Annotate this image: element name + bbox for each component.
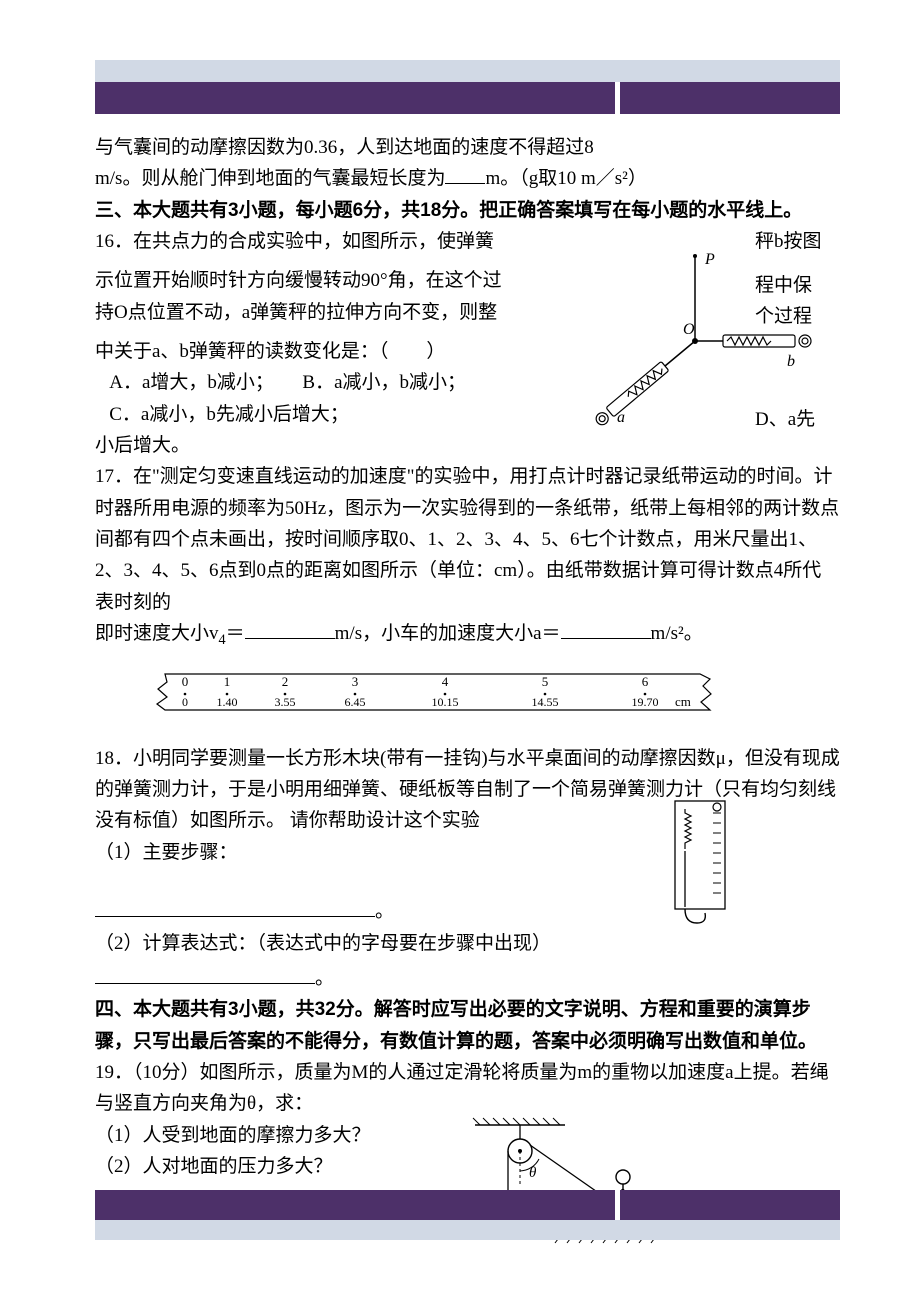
footer-band-split xyxy=(615,1190,620,1220)
q19: 19．（10分）如图所示，质量为M的人通过定滑轮将质量为m的重物以加速度a上提。… xyxy=(95,1057,840,1182)
blank-expr xyxy=(95,965,315,984)
header-band-split xyxy=(615,82,620,114)
q17-p2-u2: m/s²。 xyxy=(651,623,703,644)
tape-top-label: 2 xyxy=(282,674,289,689)
blank-steps xyxy=(95,898,375,917)
tape-top-label: 0 xyxy=(182,674,189,689)
q16-l1-left: 16．在共点力的合成实验中，如图所示，使弹簧 xyxy=(95,226,535,257)
q16-optA: A．a增大，b减小； xyxy=(109,372,274,393)
intro-line2-pre: m/s。则从舱门伸到地面的气囊最短长度为 xyxy=(95,168,445,189)
tape-top-label: 5 xyxy=(542,674,549,689)
tape-bot-label: 0 xyxy=(182,695,188,709)
q18-spring-scale-figure xyxy=(655,799,745,929)
q16-optC: C．a减小，b先减小后增大； xyxy=(109,404,349,425)
tape-bot-label: 14.55 xyxy=(532,695,559,709)
q16-optB: B．a减小，b减小； xyxy=(302,372,466,393)
q16-label-a: a xyxy=(617,409,625,426)
section4-heading: 四、本大题共有3小题，共32分。解答时应写出必要的文字说明、方程和重要的演算步骤… xyxy=(95,994,840,1057)
q16-options-row1: A．a增大，b减小； B．a减小，b减小； xyxy=(95,367,535,398)
q16-l2-left: 示位置开始顺时针方向缓慢转动90°角，在这个过 xyxy=(95,265,535,296)
tape-bot-label: 10.15 xyxy=(432,695,459,709)
q17-p2-u1: m/s，小车的加速度大小a＝ xyxy=(335,623,561,644)
intro-line2: m/s。则从舱门伸到地面的气囊最短长度为 m。（g取10 m／s²） xyxy=(95,163,840,194)
blank-airbag-length xyxy=(445,165,485,184)
intro-line2-post: m。（g取10 m／s²） xyxy=(485,168,646,189)
footer-band xyxy=(95,1190,840,1240)
tape-top-label: 4 xyxy=(442,674,449,689)
tape-bot-label: 3.55 xyxy=(275,695,296,709)
blank-a xyxy=(561,620,651,639)
q17-p1: 17．在"测定匀变速直线运动的加速度"的实验中，用打点计时器记录纸带运动的时间。… xyxy=(95,461,840,618)
tape-bot-label: 19.70 xyxy=(632,695,659,709)
q16-options-row2: C．a减小，b先减小后增大； xyxy=(95,399,535,430)
q16-label-P: P xyxy=(704,251,715,268)
footer-band-light xyxy=(95,1220,840,1240)
tape-top-label: 3 xyxy=(352,674,359,689)
q18-s2-end: 。 xyxy=(315,968,334,989)
tape-bot-label: 1.40 xyxy=(217,695,238,709)
page-content: 与气囊间的动摩擦因数为0.36，人到达地面的速度不得超过8 m/s。则从舱门伸到… xyxy=(95,132,840,1182)
blank-v4 xyxy=(245,620,335,639)
q17-p2-eq: ＝ xyxy=(226,623,245,644)
q17-p2: 即时速度大小v4＝ m/s，小车的加速度大小a＝ m/s²。 xyxy=(95,618,840,652)
q18-s2-blank: 。 xyxy=(95,959,840,994)
header-band-dark xyxy=(95,82,840,114)
section3-heading: 三、本大题共有3小题，每小题6分，共18分。把正确答案填写在每小题的水平线上。 xyxy=(95,195,840,226)
tape-top-label: 1 xyxy=(224,674,231,689)
q18: 18．小明同学要测量一长方形木块(带有一挂钩)与水平桌面间的动摩擦因数μ，但没有… xyxy=(95,743,840,994)
q17-tape-figure: 0 0 1 1.40 2 3.55 3 6.45 4 10.15 5 14.55 6 19.70 cm xyxy=(155,664,715,720)
q19-theta-label: θ xyxy=(529,1165,537,1181)
tape-top-label: 6 xyxy=(642,674,649,689)
q16-label-O: O xyxy=(683,321,695,338)
q16: 16．在共点力的合成实验中，如图所示，使弹簧 示位置开始顺时针方向缓慢转动90°… xyxy=(95,226,840,461)
q16-l4: 中关于a、b弹簧秤的读数变化是：（ ） xyxy=(95,336,535,367)
q16-l7: 小后增大。 xyxy=(95,430,840,461)
q16-l3-left: 持O点位置不动，a弹簧秤的拉伸方向不变，则整 xyxy=(95,297,535,328)
q17-tape-unit: cm xyxy=(675,694,691,709)
q16-label-b: b xyxy=(787,353,795,370)
q18-s1-end: 。 xyxy=(375,901,394,922)
intro-line1: 与气囊间的动摩擦因数为0.36，人到达地面的速度不得超过8 xyxy=(95,132,840,163)
tape-bot-label: 6.45 xyxy=(345,695,366,709)
q17-p2-pre: 即时速度大小v xyxy=(95,623,219,644)
footer-band-dark xyxy=(95,1190,840,1220)
q16-figure: P O b a xyxy=(555,246,815,426)
q18-s2: （2）计算表达式：（表达式中的字母要在步骤中出现） xyxy=(95,928,840,959)
q17-p2-sub: 4 xyxy=(219,632,226,648)
q19-p1: 19．（10分）如图所示，质量为M的人通过定滑轮将质量为m的重物以加速度a上提。… xyxy=(95,1057,840,1120)
